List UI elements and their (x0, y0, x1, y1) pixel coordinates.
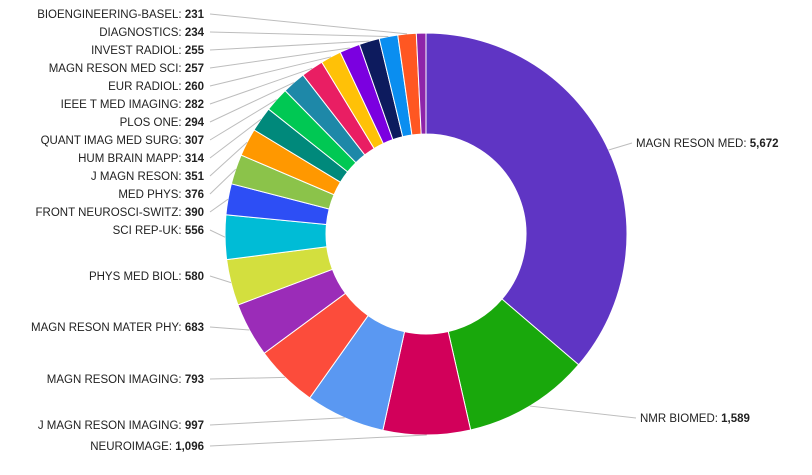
leader-line-j-magn-reson-imaging (209, 417, 345, 426)
chart-slices (224, 32, 628, 436)
slice-label-plos-one: PLOS ONE: 294 (120, 117, 205, 129)
slice-label-magn-reson-mater-phy: MAGN RESON MATER PHY: 683 (31, 322, 204, 334)
leader-line-hum-brain-mapp (209, 118, 262, 159)
leader-line-eur-radiol (209, 56, 331, 87)
slice-label-front-neurosci-switz: FRONT NEUROSCI-SWITZ: 390 (36, 207, 204, 219)
slice-label-j-magn-reson: J MAGN RESON: 351 (91, 171, 205, 183)
leader-line-neuroimage (209, 434, 427, 447)
slice-label-eur-radiol: EUR RADIOL: 260 (108, 81, 204, 93)
slice-label-hum-brain-mapp: HUM BRAIN MAPP: 314 (78, 153, 205, 165)
leader-line-front-neurosci-switz (209, 198, 229, 213)
leader-line-phys-med-biol (209, 275, 232, 284)
slice-label-j-magn-reson-imaging: J MAGN RESON IMAGING: 997 (38, 420, 204, 432)
leader-line-magn-reson-med (608, 142, 633, 151)
leader-line-sci-rep-uk (209, 229, 226, 238)
slice-label-quant-imag-med-surg: QUANT IMAG MED SURG: 307 (41, 135, 204, 147)
slice-unlabeled[interactable] (415, 32, 427, 135)
slice-label-phys-med-biol: PHYS MED BIOL: 580 (89, 271, 204, 283)
leader-line-ieee-t-med-imaging (209, 67, 313, 105)
chart-labels: MAGN RESON MED: 5,672 NMR BIOMED: 1,589 NE… (31, 9, 778, 453)
slice-label-magn-reson-imaging: MAGN RESON IMAGING: 793 (47, 374, 204, 386)
slice-label-invest-radiol: INVEST RADIOL: 255 (91, 45, 205, 57)
slice-label-magn-reson-med: MAGN RESON MED: 5,672 (636, 138, 779, 150)
leader-line-med-phys (209, 168, 237, 195)
leader-line-magn-reson-imaging (209, 376, 286, 380)
slice-label-med-phys: MED PHYS: 376 (118, 189, 204, 201)
leader-line-magn-reson-mater-phy (209, 326, 250, 331)
leader-line-invest-radiol (209, 40, 370, 51)
leader-line-j-magn-reson (209, 141, 248, 177)
slice-label-ieee-t-med-imaging: IEEE T MED IMAGING: 282 (61, 99, 204, 111)
slice-label-neuroimage: NEUROIMAGE: 1,096 (90, 441, 204, 453)
slice-magn-reson-med[interactable] (425, 32, 628, 366)
slice-label-sci-rep-uk: SCI REP-UK: 556 (113, 225, 204, 237)
slice-label-nmr-biomed: NMR BIOMED: 1,589 (640, 413, 750, 425)
leader-line-quant-imag-med-surg (209, 99, 277, 141)
slice-label-diagnostics: DIAGNOSTICS: 234 (99, 27, 204, 39)
slice-label-magn-reson-med-sci: MAGN RESON MED SCI: 257 (49, 63, 204, 75)
leader-line-diagnostics (209, 31, 389, 38)
leader-line-bioengineering-basel (209, 13, 408, 35)
leader-line-nmr-biomed (529, 405, 637, 419)
chart-leader-lines (209, 13, 637, 447)
leader-line-magn-reson-med-sci (209, 47, 350, 69)
slice-label-bioengineering-basel: BIOENGINEERING-BASEL: 231 (37, 9, 204, 21)
leader-line-plos-one (209, 82, 295, 123)
